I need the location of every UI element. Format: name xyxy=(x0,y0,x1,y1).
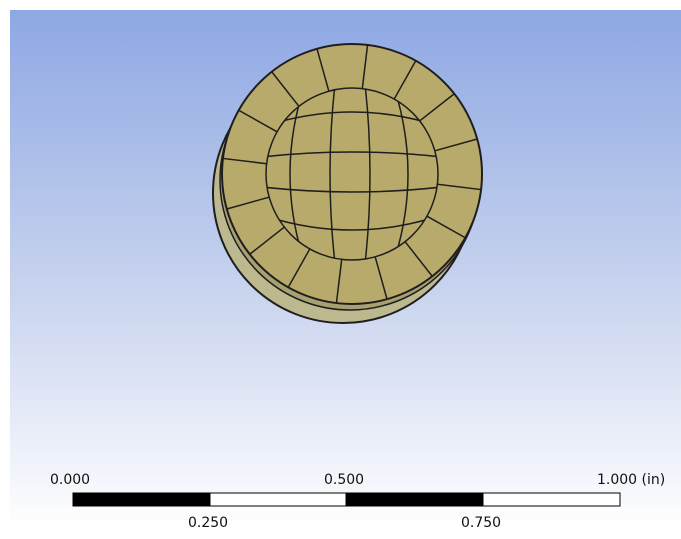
viewport: 0.000 0.500 1.000 (in) 0.250 0.750 xyxy=(0,0,681,539)
scale-label: 0.000 xyxy=(50,472,90,488)
scale-label: 0.500 xyxy=(324,472,364,488)
scale-segment xyxy=(483,493,620,506)
disc-top xyxy=(222,44,482,304)
scale-label: 0.250 xyxy=(188,515,228,531)
scale-segment xyxy=(210,493,346,506)
scale-label: 0.750 xyxy=(461,515,501,531)
scale-segment xyxy=(346,493,483,506)
scale-segment xyxy=(73,493,210,506)
scale-label: 1.000 (in) xyxy=(597,472,665,488)
